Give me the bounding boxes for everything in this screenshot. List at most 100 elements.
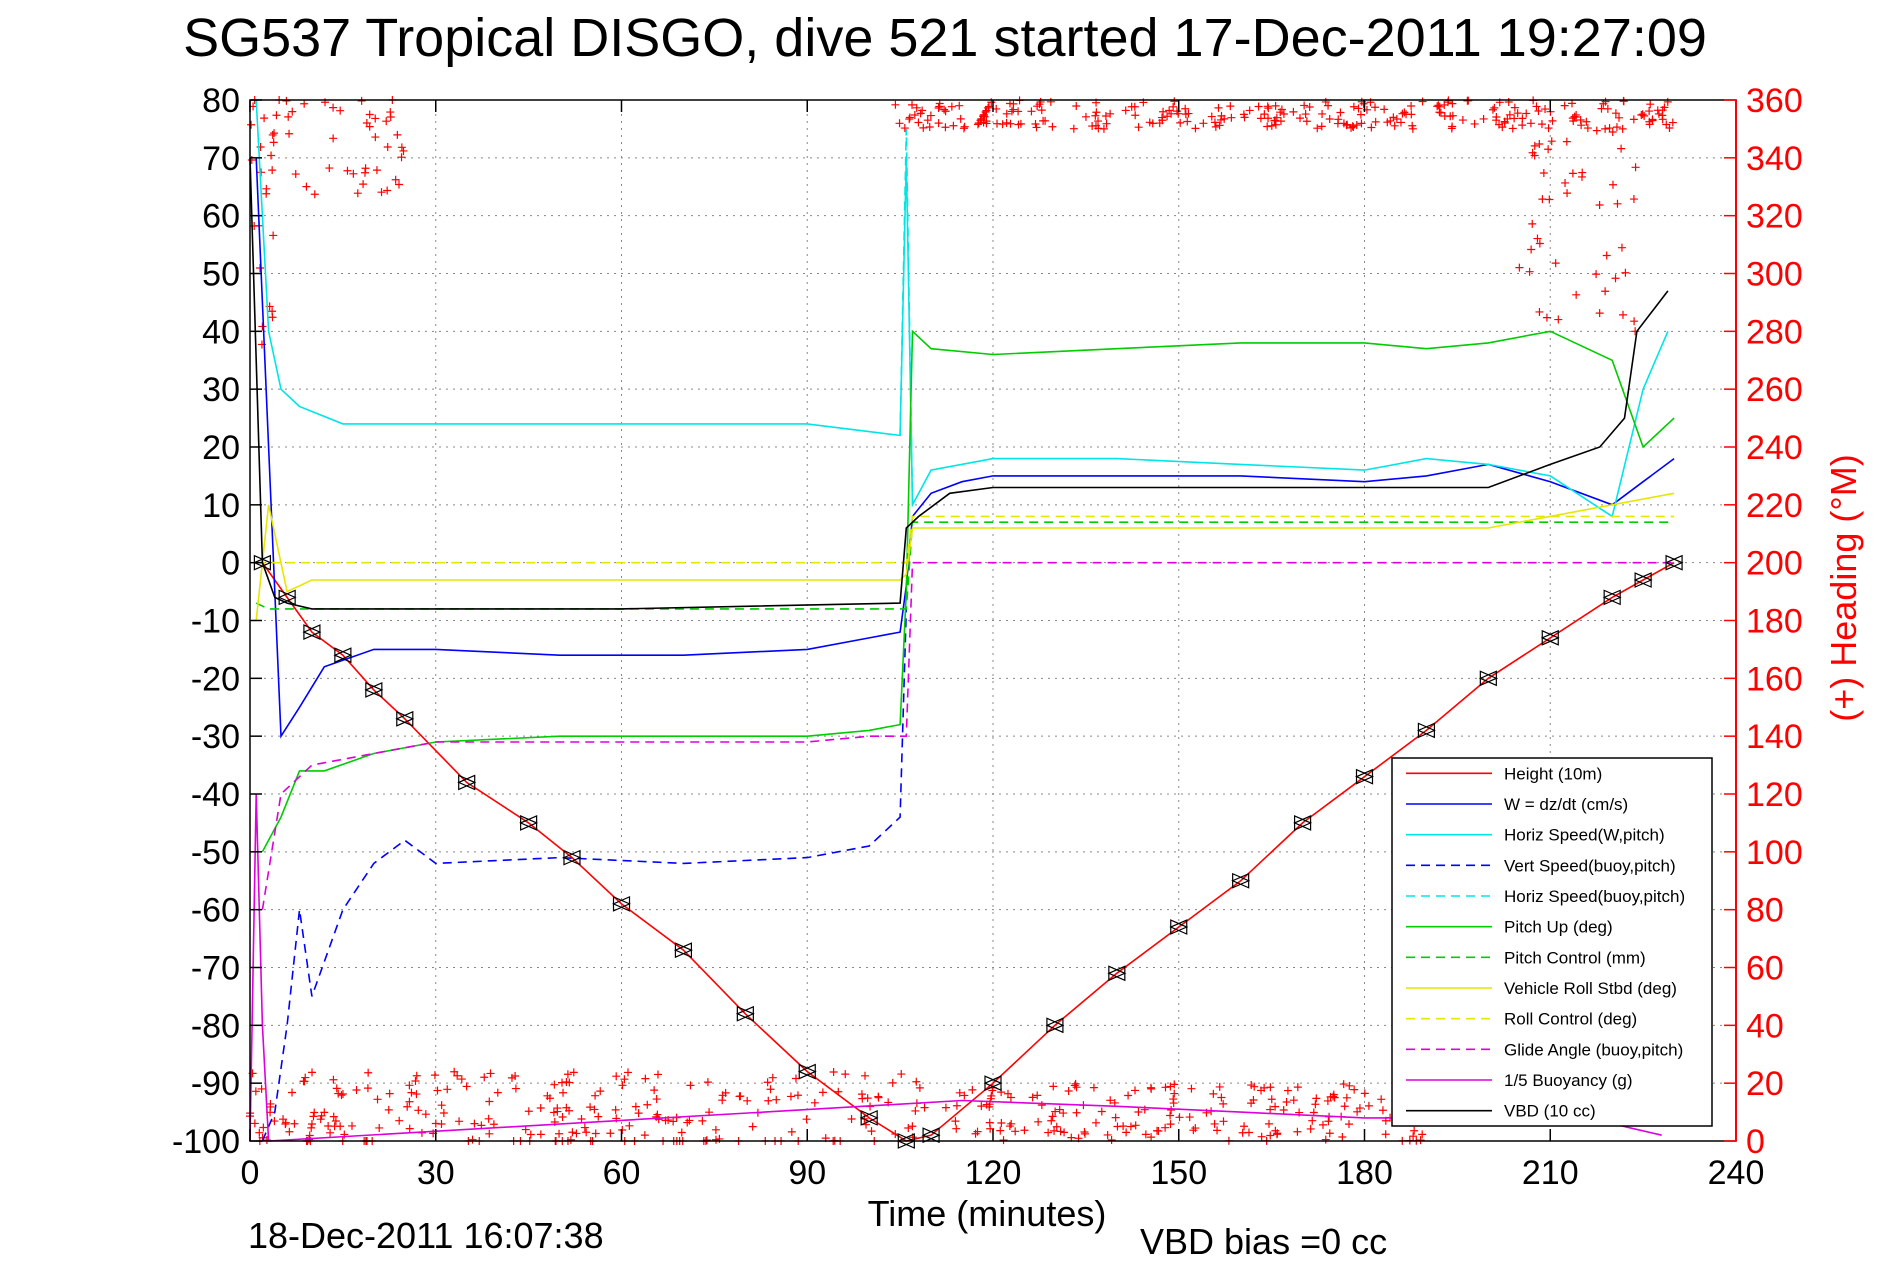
heading-marker	[1658, 115, 1667, 124]
heading-marker	[594, 1112, 603, 1121]
y-tick-label: -60	[191, 892, 240, 930]
heading-marker	[1103, 1130, 1112, 1139]
heading-marker	[912, 1077, 921, 1086]
heading-marker	[450, 1067, 459, 1076]
height-marker	[395, 710, 414, 727]
heading-marker	[1378, 1106, 1387, 1115]
chart-title: SG537 Tropical DISGO, dive 521 started 1…	[183, 8, 1707, 68]
heading-marker	[247, 120, 256, 129]
heading-marker	[941, 1103, 950, 1112]
heading-marker	[867, 1127, 876, 1136]
heading-marker	[686, 1081, 695, 1090]
heading-marker	[650, 1086, 659, 1095]
heading-marker	[405, 1124, 414, 1133]
heading-marker	[919, 123, 928, 132]
heading-marker	[262, 184, 271, 193]
heading-marker	[1601, 287, 1610, 296]
heading-marker	[256, 264, 264, 273]
heading-marker	[984, 102, 993, 111]
heading-marker	[1562, 137, 1571, 146]
right-tick-label: 360	[1746, 82, 1803, 120]
heading-marker	[577, 1114, 586, 1123]
y-tick-label: -30	[191, 718, 240, 756]
heading-marker	[361, 164, 370, 173]
heading-marker	[606, 1129, 615, 1138]
heading-marker	[326, 1128, 335, 1137]
heading-marker	[1102, 119, 1111, 128]
heading-marker	[1263, 102, 1272, 111]
heading-marker	[405, 1081, 414, 1090]
heading-marker	[802, 1115, 811, 1124]
heading-marker	[703, 1078, 712, 1087]
heading-marker	[1264, 1119, 1273, 1128]
heading-marker	[1350, 1085, 1359, 1094]
heading-marker	[1094, 117, 1103, 126]
heading-marker	[572, 1129, 581, 1138]
heading-marker	[1510, 103, 1519, 112]
heading-marker	[373, 1095, 382, 1104]
height-marker	[1633, 572, 1652, 588]
heading-marker	[982, 117, 991, 126]
heading-marker	[1371, 117, 1380, 126]
heading-marker	[997, 1119, 1006, 1128]
heading-marker	[829, 1068, 838, 1077]
heading-marker	[596, 1087, 605, 1096]
heading-marker	[1390, 121, 1399, 130]
heading-marker	[1301, 110, 1310, 119]
heading-marker	[1161, 1123, 1170, 1132]
heading-marker	[1039, 116, 1048, 125]
heading-marker	[1080, 1127, 1089, 1136]
series-line-7	[255, 521, 1675, 610]
heading-marker	[582, 1128, 591, 1137]
heading-marker	[1530, 141, 1539, 150]
heading-marker	[1215, 121, 1224, 130]
heading-marker	[1005, 99, 1014, 108]
heading-marker	[862, 1120, 871, 1129]
right-tick-label: 120	[1746, 776, 1803, 814]
heading-marker	[1621, 268, 1630, 277]
heading-marker	[250, 1119, 259, 1128]
right-tick-label: 100	[1746, 834, 1803, 872]
heading-marker	[1668, 118, 1677, 127]
heading-marker	[911, 1106, 920, 1115]
heading-marker	[1572, 110, 1581, 119]
heading-marker	[486, 1069, 495, 1078]
legend-label: 1/5 Buoyancy (g)	[1504, 1071, 1633, 1090]
heading-marker	[1470, 119, 1479, 128]
heading-marker	[951, 1117, 960, 1126]
heading-marker	[1619, 96, 1628, 105]
heading-marker	[1134, 1108, 1143, 1117]
heading-marker	[257, 1084, 266, 1093]
heading-marker	[1289, 107, 1298, 116]
height-marker	[562, 849, 581, 866]
height-marker	[1355, 768, 1374, 785]
y-tick-label: 30	[202, 371, 240, 409]
heading-marker	[1016, 119, 1025, 128]
heading-marker	[1101, 112, 1110, 121]
heading-marker	[382, 117, 391, 126]
heading-marker	[900, 124, 909, 133]
heading-marker	[1340, 1102, 1349, 1111]
heading-marker	[1006, 119, 1015, 128]
heading-marker	[563, 1070, 572, 1079]
heading-marker	[910, 110, 919, 119]
heading-marker	[1631, 163, 1640, 172]
x-tick-label: 210	[1522, 1154, 1579, 1192]
heading-marker	[1617, 144, 1626, 153]
heading-marker	[536, 1130, 545, 1139]
heading-marker	[914, 118, 923, 127]
heading-marker	[507, 1073, 516, 1082]
heading-marker	[1037, 1101, 1046, 1110]
series-line-3	[255, 99, 1669, 518]
heading-marker	[1126, 1122, 1135, 1131]
heading-marker	[1184, 109, 1193, 118]
heading-marker	[1219, 1099, 1228, 1108]
heading-marker	[1119, 1122, 1128, 1131]
heading-marker	[766, 1085, 775, 1094]
heading-marker	[1060, 1128, 1069, 1137]
heading-marker	[980, 112, 989, 121]
heading-marker	[1599, 99, 1608, 108]
heading-marker	[1645, 107, 1654, 116]
heading-marker	[960, 1091, 969, 1100]
heading-marker	[1166, 1111, 1175, 1120]
